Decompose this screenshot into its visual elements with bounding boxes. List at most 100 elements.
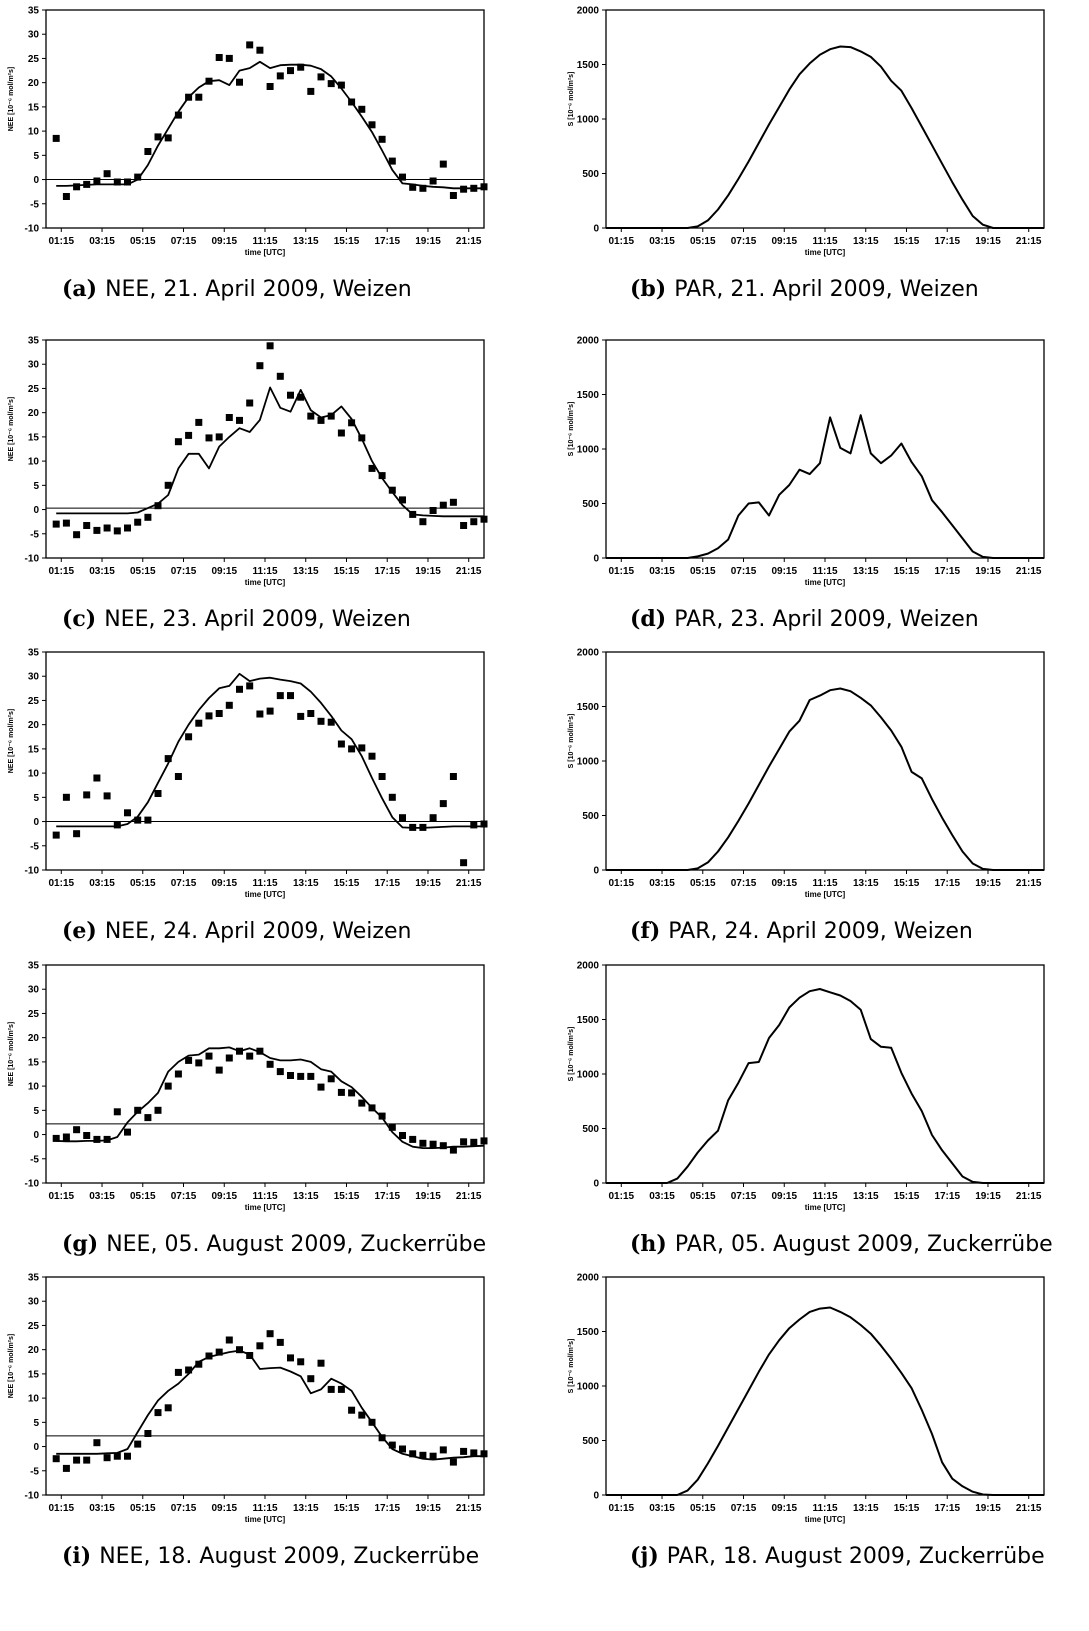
- y-tick-label: 1000: [577, 757, 600, 768]
- data-point: [93, 775, 100, 782]
- model-line: [56, 674, 484, 828]
- data-point: [195, 720, 202, 727]
- data-point: [104, 1454, 111, 1461]
- plot-frame: [606, 340, 1044, 558]
- y-tick-label: 1500: [577, 702, 600, 713]
- data-point: [216, 1349, 223, 1356]
- y-tick-label: 0: [593, 866, 599, 877]
- x-tick-label: 01:15: [48, 566, 74, 577]
- y-tick-label: 5: [33, 151, 39, 162]
- x-tick-label: 15:15: [894, 878, 920, 889]
- data-point: [104, 170, 111, 177]
- x-tick-label: 19:15: [975, 1191, 1001, 1202]
- x-tick-label: 07:15: [171, 878, 197, 889]
- x-tick-label: 07:15: [171, 566, 197, 577]
- model-line: [56, 388, 484, 517]
- y-tick-label: 30: [28, 360, 40, 371]
- x-tick-label: 11:15: [812, 1191, 837, 1202]
- y-tick-label: 2000: [577, 1273, 600, 1284]
- data-point: [287, 1354, 294, 1361]
- data-point: [470, 1449, 477, 1456]
- data-point: [206, 1053, 213, 1060]
- chart-a: -10 -5 0 5 10 15 20 25 30 35 01:15 03:15 05:15 07:15 0…: [0, 0, 500, 260]
- data-point: [155, 133, 162, 140]
- x-tick-label: 15:15: [334, 1503, 360, 1514]
- x-axis-label: time [UTC]: [245, 890, 286, 899]
- x-tick-label: 13:15: [293, 236, 319, 247]
- x-tick-label: 15:15: [334, 236, 360, 247]
- x-tick-label: 21:15: [456, 1503, 482, 1514]
- data-point: [53, 1455, 60, 1462]
- y-tick-label: -10: [25, 554, 40, 565]
- x-tick-label: 01:15: [608, 1503, 634, 1514]
- x-tick-label: 09:15: [211, 236, 237, 247]
- x-tick-label: 13:15: [853, 1503, 879, 1514]
- y-axis-label: S [10⁻⁶ mol/m²s]: [568, 402, 575, 457]
- data-point: [256, 362, 263, 369]
- x-tick-label: 09:15: [771, 1503, 797, 1514]
- data-point: [236, 686, 243, 693]
- x-tick-label: 17:15: [374, 1191, 400, 1202]
- x-tick-label: 13:15: [293, 878, 319, 889]
- x-tick-label: 07:15: [731, 878, 757, 889]
- x-axis-label: time [UTC]: [245, 248, 286, 257]
- data-point: [318, 1360, 325, 1367]
- x-tick-label: 01:15: [48, 878, 74, 889]
- data-point: [399, 174, 406, 181]
- data-point: [430, 1141, 437, 1148]
- data-point: [246, 41, 253, 48]
- data-point: [369, 1419, 376, 1426]
- y-tick-label: 25: [28, 696, 40, 707]
- chart-f: 050010001500200001:15 03:15 05:15 07:15 09:1…: [560, 642, 1060, 902]
- data-point: [267, 1330, 274, 1337]
- y-tick-label: 0: [593, 1491, 599, 1502]
- data-point: [440, 1446, 447, 1453]
- data-point: [307, 88, 314, 95]
- y-tick-label: 0: [593, 1179, 599, 1190]
- x-tick-label: 09:15: [771, 1191, 797, 1202]
- data-point: [124, 1453, 131, 1460]
- data-point: [185, 1367, 192, 1374]
- data-point: [307, 710, 314, 717]
- data-point: [430, 1453, 437, 1460]
- data-point: [460, 186, 467, 193]
- x-tick-label: 17:15: [934, 236, 960, 247]
- x-tick-label: 21:15: [456, 566, 482, 577]
- x-tick-label: 03:15: [649, 878, 675, 889]
- y-tick-label: 2000: [577, 648, 600, 659]
- data-point: [185, 432, 192, 439]
- data-point: [440, 1142, 447, 1149]
- caption-c: (c) NEE, 23. April 2009, Weizen: [62, 606, 411, 632]
- x-tick-label: 11:15: [812, 236, 837, 247]
- data-point: [287, 392, 294, 399]
- data-point: [175, 773, 182, 780]
- data-point: [165, 1083, 172, 1090]
- x-tick-label: 13:15: [293, 1503, 319, 1514]
- data-point: [348, 745, 355, 752]
- x-tick-label: 07:15: [171, 1191, 197, 1202]
- data-point: [430, 178, 437, 185]
- caption-label: (f): [630, 918, 660, 944]
- x-tick-label: 05:15: [690, 1191, 716, 1202]
- plot-frame: [606, 10, 1044, 228]
- data-point: [389, 1442, 396, 1449]
- data-point: [419, 185, 426, 192]
- caption-text: PAR, 23. April 2009, Weizen: [674, 607, 979, 632]
- plot-frame: [46, 1277, 484, 1495]
- x-tick-label: 15:15: [894, 1503, 920, 1514]
- data-point: [358, 434, 365, 441]
- data-point: [348, 1407, 355, 1414]
- caption-text: NEE, 18. August 2009, Zuckerrübe: [99, 1544, 479, 1569]
- x-tick-label: 13:15: [853, 878, 879, 889]
- x-tick-label: 09:15: [211, 1503, 237, 1514]
- y-tick-label: 30: [28, 985, 40, 996]
- data-point: [338, 1089, 345, 1096]
- data-point: [460, 1448, 467, 1455]
- x-tick-label: 11:15: [252, 878, 277, 889]
- x-tick-label: 03:15: [89, 566, 115, 577]
- x-tick-label: 11:15: [252, 1191, 277, 1202]
- data-point: [83, 791, 90, 798]
- x-tick-label: 11:15: [252, 1503, 277, 1514]
- plot-frame: [46, 652, 484, 870]
- y-tick-label: 30: [28, 30, 40, 41]
